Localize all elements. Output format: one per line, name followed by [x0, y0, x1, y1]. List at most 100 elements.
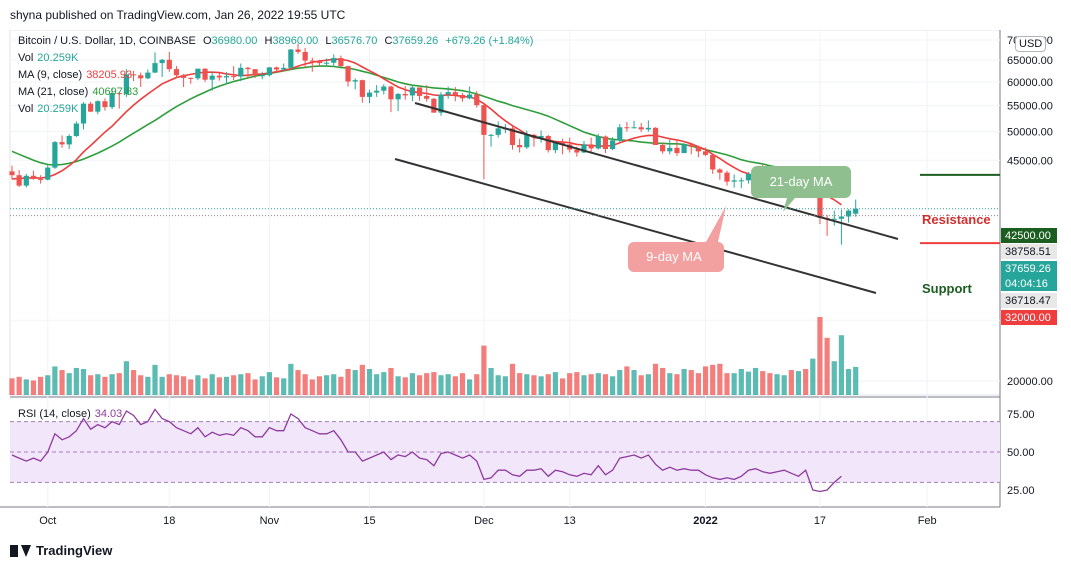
candle-body [295, 49, 301, 52]
x-tick-label: Oct [39, 515, 56, 527]
rsi-tick-label: 25.00 [1007, 485, 1035, 497]
candle-body [688, 144, 694, 147]
candle-body [416, 87, 423, 96]
volume-bar [724, 373, 730, 395]
x-tick-label: Feb [918, 515, 937, 527]
volume-bar [145, 376, 151, 395]
candle-body [324, 62, 330, 64]
volume-bar [266, 372, 272, 395]
candle-body [166, 59, 172, 70]
volume-bar [817, 317, 823, 395]
chart-frame: 20000.0025000.0045000.0050000.0055000.00… [0, 30, 1071, 540]
candle-body [667, 147, 673, 152]
candle-body [845, 210, 852, 217]
volume-bar [760, 371, 766, 395]
tradingview-brand[interactable]: TradingView [10, 543, 112, 558]
candle-body [173, 69, 180, 76]
volume-bar [845, 369, 852, 395]
volume-bar [788, 370, 794, 395]
y-tick-label: 65000.00 [1007, 55, 1053, 67]
vol-value: 20.259K [37, 52, 79, 64]
ma21-value: 40697.83 [92, 86, 139, 98]
price-badge-label: 32000.00 [1005, 312, 1051, 324]
open-value: 36980.00 [211, 35, 258, 47]
brand-name: TradingView [36, 543, 113, 558]
open-label: O [202, 35, 212, 47]
candle-body [374, 90, 380, 93]
volume-bar [73, 367, 79, 395]
volume-bar [66, 373, 72, 395]
volume-bar [366, 369, 373, 395]
volume-bar [531, 375, 537, 395]
candle-body [509, 128, 516, 145]
volume-bar [409, 373, 415, 395]
candle-body [338, 58, 344, 67]
candle-body [159, 59, 165, 64]
candle-body [574, 149, 580, 153]
volume-bar [674, 374, 680, 395]
candle-body [16, 175, 22, 186]
candle-body [123, 74, 129, 95]
candle-body [517, 144, 523, 148]
volume-bar [459, 373, 466, 395]
volume-bar [288, 363, 294, 395]
support-label: Support [922, 281, 972, 296]
volume-bar [324, 375, 330, 395]
volume-bar [702, 366, 709, 395]
candle-body [538, 135, 544, 138]
volume-bar [810, 358, 816, 395]
candle-body [424, 95, 430, 99]
volume-bar [130, 370, 137, 395]
volume-bar [345, 369, 351, 395]
volume-bar [838, 335, 844, 395]
volume-bar [402, 377, 408, 395]
volume-bar [602, 374, 609, 395]
volume-bar [359, 364, 365, 395]
volume-bar [52, 366, 58, 395]
ma21-legend: MA (21, close) 40697.83 [18, 86, 142, 98]
x-tick-label: Dec [474, 515, 494, 527]
volume-bar [374, 374, 380, 395]
candle-body [445, 92, 451, 95]
main-pane-border [9, 30, 1001, 396]
publisher-line: shyna published on TradingView.com, Jan … [10, 8, 346, 22]
volume-bar [803, 369, 809, 395]
volume-bar [388, 367, 394, 395]
volume-bar [638, 375, 644, 395]
volume-bar [645, 374, 651, 395]
volume-bar [424, 373, 430, 395]
volume-bar [209, 374, 215, 395]
candle-body [59, 142, 65, 145]
volume-bar [710, 364, 716, 395]
y-tick-label: 55000.00 [1007, 101, 1053, 113]
resistance-label: Resistance [922, 212, 991, 227]
y-tick-label: 50000.00 [1007, 127, 1053, 139]
low-label: L [325, 35, 332, 47]
candle-body [23, 175, 29, 186]
volume-bar [438, 375, 444, 395]
volume-bar [30, 380, 37, 395]
ma9-callout [628, 206, 726, 272]
volume-bar [717, 363, 723, 395]
candle-body [681, 144, 687, 154]
x-tick-label: 2022 [693, 515, 717, 527]
price-badge-label: 42500.00 [1005, 230, 1051, 242]
volume-bar [595, 373, 601, 395]
x-tick-label: Nov [260, 515, 280, 527]
volume-bar [109, 374, 115, 395]
candle-body [52, 142, 58, 168]
candle-body [853, 208, 859, 214]
volume-bar [216, 377, 222, 395]
volume-bar [495, 375, 501, 395]
candle-body [352, 80, 358, 82]
volume-bar [481, 345, 487, 395]
high-label: H [264, 35, 273, 47]
vol2-value: 20.259K [37, 103, 79, 115]
ohlc-legend: Bitcoin / U.S. Dollar, 1D, COINBASE O369… [18, 35, 537, 47]
rsi-label: RSI (14, close) [18, 408, 91, 420]
candle-body [652, 127, 659, 145]
volume-bar [624, 366, 630, 395]
volume-bar [38, 376, 44, 395]
currency-button[interactable]: USD [1015, 36, 1047, 52]
low-value: 36576.70 [331, 35, 378, 47]
